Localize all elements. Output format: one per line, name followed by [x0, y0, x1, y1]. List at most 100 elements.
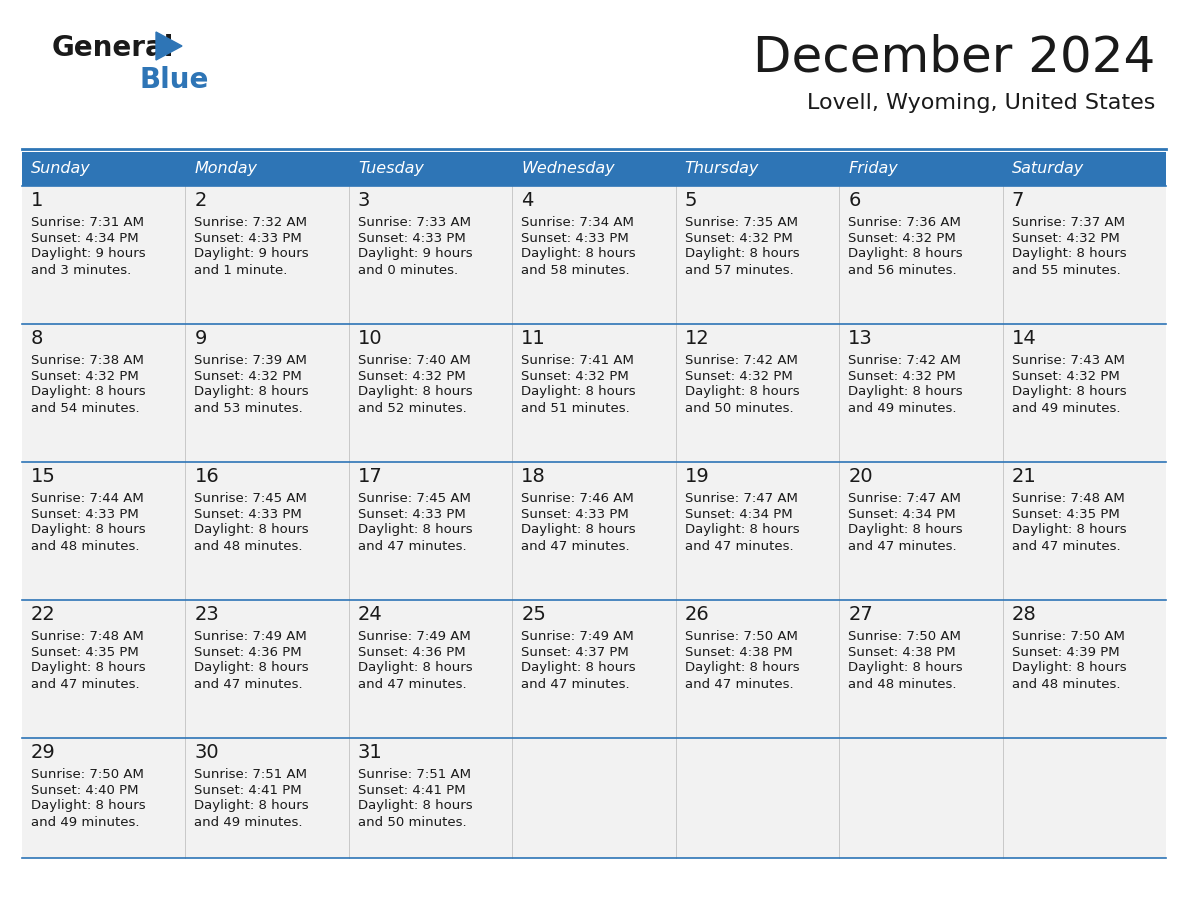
Text: Sunset: 4:38 PM: Sunset: 4:38 PM: [684, 645, 792, 658]
Text: Daylight: 8 hours: Daylight: 8 hours: [31, 800, 146, 812]
Text: Sunset: 4:32 PM: Sunset: 4:32 PM: [848, 231, 956, 244]
Text: 22: 22: [31, 604, 56, 623]
Text: Sunset: 4:38 PM: Sunset: 4:38 PM: [848, 645, 956, 658]
Bar: [185, 152, 349, 186]
Text: Sunrise: 7:36 AM: Sunrise: 7:36 AM: [848, 216, 961, 229]
Text: Sunrise: 7:50 AM: Sunrise: 7:50 AM: [31, 767, 144, 780]
Text: Blue: Blue: [140, 66, 209, 94]
Text: Sunrise: 7:40 AM: Sunrise: 7:40 AM: [358, 353, 470, 366]
Text: Sunrise: 7:47 AM: Sunrise: 7:47 AM: [684, 491, 797, 505]
Text: and 52 minutes.: and 52 minutes.: [358, 401, 467, 415]
Text: 2: 2: [195, 191, 207, 209]
Bar: [23, 738, 1165, 858]
Text: Sunrise: 7:34 AM: Sunrise: 7:34 AM: [522, 216, 634, 229]
Text: Sunset: 4:33 PM: Sunset: 4:33 PM: [31, 508, 139, 521]
Text: Saturday: Saturday: [1011, 162, 1083, 176]
Text: Daylight: 8 hours: Daylight: 8 hours: [848, 662, 962, 675]
Text: Sunrise: 7:35 AM: Sunrise: 7:35 AM: [684, 216, 797, 229]
Text: and 47 minutes.: and 47 minutes.: [522, 540, 630, 553]
Text: and 58 minutes.: and 58 minutes.: [522, 263, 630, 276]
Text: Sunset: 4:33 PM: Sunset: 4:33 PM: [195, 231, 302, 244]
Text: Sunrise: 7:42 AM: Sunrise: 7:42 AM: [848, 353, 961, 366]
Text: Sunrise: 7:50 AM: Sunrise: 7:50 AM: [684, 630, 797, 643]
Text: and 47 minutes.: and 47 minutes.: [31, 677, 140, 690]
Text: Daylight: 8 hours: Daylight: 8 hours: [848, 523, 962, 536]
Text: Sunset: 4:33 PM: Sunset: 4:33 PM: [358, 231, 466, 244]
Text: Daylight: 8 hours: Daylight: 8 hours: [195, 386, 309, 398]
Text: 25: 25: [522, 604, 546, 623]
Text: 13: 13: [848, 329, 873, 348]
Bar: [839, 152, 1003, 186]
Text: 1: 1: [31, 191, 44, 209]
Text: Daylight: 8 hours: Daylight: 8 hours: [522, 662, 636, 675]
Text: and 48 minutes.: and 48 minutes.: [1011, 677, 1120, 690]
Text: Sunset: 4:32 PM: Sunset: 4:32 PM: [848, 370, 956, 383]
Text: and 47 minutes.: and 47 minutes.: [522, 677, 630, 690]
Text: Sunday: Sunday: [31, 162, 90, 176]
Text: and 48 minutes.: and 48 minutes.: [848, 677, 956, 690]
Text: Sunset: 4:41 PM: Sunset: 4:41 PM: [358, 783, 466, 797]
Text: Sunrise: 7:50 AM: Sunrise: 7:50 AM: [1011, 630, 1125, 643]
Text: Sunset: 4:32 PM: Sunset: 4:32 PM: [195, 370, 302, 383]
Text: and 50 minutes.: and 50 minutes.: [684, 401, 794, 415]
Text: Sunset: 4:36 PM: Sunset: 4:36 PM: [358, 645, 466, 658]
Text: and 47 minutes.: and 47 minutes.: [848, 540, 956, 553]
Text: Lovell, Wyoming, United States: Lovell, Wyoming, United States: [807, 93, 1155, 113]
Text: 9: 9: [195, 329, 207, 348]
Text: 14: 14: [1011, 329, 1036, 348]
Bar: [23, 186, 1165, 324]
Text: Sunset: 4:33 PM: Sunset: 4:33 PM: [358, 508, 466, 521]
Bar: [23, 324, 1165, 462]
Text: Sunset: 4:33 PM: Sunset: 4:33 PM: [195, 508, 302, 521]
Text: Sunrise: 7:51 AM: Sunrise: 7:51 AM: [358, 767, 470, 780]
Text: 27: 27: [848, 604, 873, 623]
Text: and 53 minutes.: and 53 minutes.: [195, 401, 303, 415]
Text: 12: 12: [684, 329, 709, 348]
Text: Thursday: Thursday: [684, 162, 759, 176]
Text: and 1 minute.: and 1 minute.: [195, 263, 287, 276]
Text: Daylight: 8 hours: Daylight: 8 hours: [358, 523, 473, 536]
Text: Sunset: 4:32 PM: Sunset: 4:32 PM: [1011, 231, 1119, 244]
Text: Sunrise: 7:42 AM: Sunrise: 7:42 AM: [684, 353, 797, 366]
Text: and 54 minutes.: and 54 minutes.: [31, 401, 140, 415]
Text: 21: 21: [1011, 466, 1036, 486]
Text: Daylight: 8 hours: Daylight: 8 hours: [522, 248, 636, 261]
Text: Daylight: 8 hours: Daylight: 8 hours: [358, 386, 473, 398]
Text: Daylight: 8 hours: Daylight: 8 hours: [358, 800, 473, 812]
Text: and 55 minutes.: and 55 minutes.: [1011, 263, 1120, 276]
Text: Sunrise: 7:38 AM: Sunrise: 7:38 AM: [31, 353, 144, 366]
Text: Wednesday: Wednesday: [522, 162, 615, 176]
Text: Daylight: 8 hours: Daylight: 8 hours: [684, 662, 800, 675]
Text: 24: 24: [358, 604, 383, 623]
Text: Daylight: 8 hours: Daylight: 8 hours: [195, 662, 309, 675]
Text: 28: 28: [1011, 604, 1036, 623]
Text: Sunrise: 7:44 AM: Sunrise: 7:44 AM: [31, 491, 144, 505]
Bar: [676, 152, 839, 186]
Text: and 47 minutes.: and 47 minutes.: [358, 540, 467, 553]
Text: Sunset: 4:35 PM: Sunset: 4:35 PM: [1011, 508, 1119, 521]
Text: Sunrise: 7:51 AM: Sunrise: 7:51 AM: [195, 767, 308, 780]
Bar: [23, 600, 1165, 738]
Text: 15: 15: [31, 466, 56, 486]
Text: Sunrise: 7:48 AM: Sunrise: 7:48 AM: [31, 630, 144, 643]
Text: Sunrise: 7:43 AM: Sunrise: 7:43 AM: [1011, 353, 1125, 366]
Bar: [23, 858, 1165, 918]
Text: 11: 11: [522, 329, 546, 348]
Text: Sunrise: 7:48 AM: Sunrise: 7:48 AM: [1011, 491, 1124, 505]
Text: and 49 minutes.: and 49 minutes.: [1011, 401, 1120, 415]
Text: 10: 10: [358, 329, 383, 348]
Text: Friday: Friday: [848, 162, 898, 176]
Bar: [349, 152, 512, 186]
Text: Daylight: 8 hours: Daylight: 8 hours: [1011, 523, 1126, 536]
Bar: [1003, 152, 1165, 186]
Text: 7: 7: [1011, 191, 1024, 209]
Text: and 47 minutes.: and 47 minutes.: [684, 677, 794, 690]
Text: Sunset: 4:32 PM: Sunset: 4:32 PM: [31, 370, 139, 383]
Bar: [23, 152, 185, 186]
Text: Sunset: 4:32 PM: Sunset: 4:32 PM: [684, 231, 792, 244]
Text: 23: 23: [195, 604, 219, 623]
Text: Sunset: 4:34 PM: Sunset: 4:34 PM: [684, 508, 792, 521]
Text: and 49 minutes.: and 49 minutes.: [195, 815, 303, 829]
Text: and 0 minutes.: and 0 minutes.: [358, 263, 459, 276]
Text: and 47 minutes.: and 47 minutes.: [195, 677, 303, 690]
